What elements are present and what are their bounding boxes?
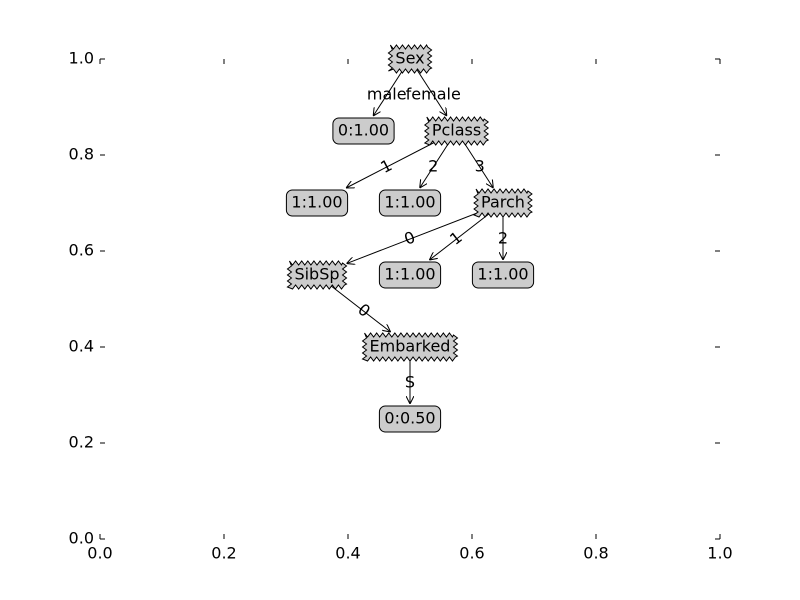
node: Parch — [473, 188, 533, 218]
y-tick-label: 1.0 — [69, 49, 94, 68]
edge-label: 3 — [475, 157, 485, 176]
y-tick-label: 0.8 — [69, 145, 94, 164]
y-tick-label: 0.6 — [69, 241, 94, 260]
leaf-box — [471, 261, 535, 289]
node-label: 0:1.00 — [338, 121, 389, 140]
decision-box — [423, 116, 490, 146]
node: 0:1.00 — [332, 117, 395, 145]
node: 1:1.00 — [285, 189, 349, 217]
node-label: 0:0.50 — [384, 409, 435, 428]
edge-label: female — [406, 85, 461, 104]
edge-label: 2 — [428, 157, 438, 176]
edge-label: S — [405, 373, 415, 392]
x-tick-label: 0.4 — [335, 544, 360, 563]
node-label: SibSp — [294, 265, 339, 284]
node-label: Parch — [481, 193, 525, 212]
edge-label: 1 — [446, 228, 466, 249]
node: Pclass — [423, 116, 490, 146]
node: 0:0.50 — [378, 405, 442, 433]
decision-box — [387, 44, 433, 74]
node-label: 1:1.00 — [384, 265, 435, 284]
leaf-box — [378, 261, 442, 289]
node: 1:1.00 — [378, 189, 442, 217]
nodes: Sex 0:1.00 Pclass 1:1.00 1:1.00 Parch SibSp 1:1… — [285, 44, 535, 433]
edge-label: 1 — [377, 155, 395, 177]
leaf-box — [332, 117, 395, 145]
node-label: 1:1.00 — [477, 265, 528, 284]
node-label: 1:1.00 — [291, 193, 342, 212]
x-tick-label: 0.8 — [583, 544, 608, 563]
node-label: 1:1.00 — [384, 193, 435, 212]
node-label: Sex — [395, 49, 424, 68]
edge-label: 2 — [498, 229, 508, 248]
x-tick-label: 1.0 — [707, 544, 732, 563]
decision-box — [361, 332, 459, 362]
node: 1:1.00 — [378, 261, 442, 289]
node: 1:1.00 — [471, 261, 535, 289]
edge-label: male — [367, 85, 407, 104]
leaf-box — [285, 189, 349, 217]
node-label: Pclass — [432, 121, 481, 140]
edge-label: 0 — [354, 300, 374, 321]
y-tick-label: 0.4 — [69, 337, 94, 356]
x-tick-label: 0.0 — [87, 544, 112, 563]
leaf-box — [378, 189, 442, 217]
leaf-box — [378, 405, 442, 433]
node-label: Embarked — [370, 337, 451, 356]
y-tick-label: 0.2 — [69, 433, 94, 452]
decision-box — [286, 260, 348, 290]
node: Embarked — [361, 332, 459, 362]
decision-box — [473, 188, 533, 218]
y-tick-label: 0.0 — [69, 529, 94, 548]
node: SibSp — [286, 260, 348, 290]
x-tick-label: 0.6 — [459, 544, 484, 563]
x-tick-label: 0.2 — [211, 544, 236, 563]
node: Sex — [387, 44, 433, 74]
edge-label: 0 — [401, 227, 417, 248]
